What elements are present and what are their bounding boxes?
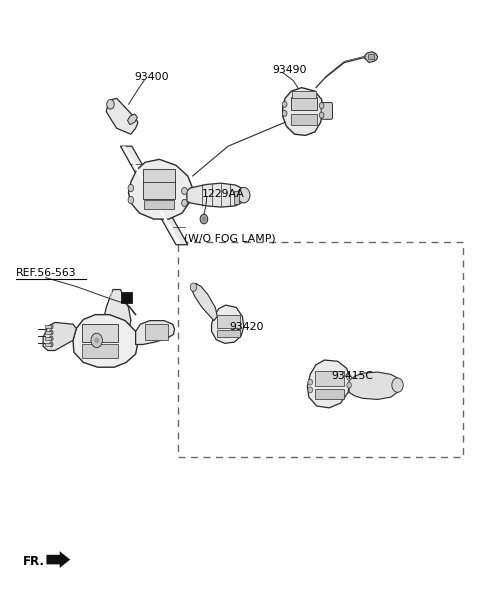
Bar xyxy=(217,315,240,329)
Polygon shape xyxy=(73,315,138,367)
Circle shape xyxy=(282,110,287,116)
Bar xyxy=(145,324,168,339)
Bar xyxy=(121,292,132,303)
Circle shape xyxy=(238,188,250,203)
Bar xyxy=(234,191,239,204)
Bar xyxy=(217,330,240,337)
Circle shape xyxy=(181,188,187,195)
Polygon shape xyxy=(103,289,131,337)
Polygon shape xyxy=(187,183,246,207)
Text: 93415C: 93415C xyxy=(331,371,373,381)
Polygon shape xyxy=(122,146,180,243)
Bar xyxy=(292,91,316,98)
FancyBboxPatch shape xyxy=(321,103,333,119)
Bar xyxy=(83,344,118,358)
Text: 93490: 93490 xyxy=(272,65,307,75)
Text: 93420: 93420 xyxy=(229,321,264,332)
Circle shape xyxy=(392,378,403,393)
Circle shape xyxy=(347,382,351,388)
Bar xyxy=(46,343,51,346)
Polygon shape xyxy=(128,114,137,125)
Bar xyxy=(179,242,463,457)
Text: FR.: FR. xyxy=(23,555,45,568)
Polygon shape xyxy=(307,360,350,408)
Bar xyxy=(315,389,344,399)
Polygon shape xyxy=(136,321,175,344)
Bar xyxy=(368,54,374,59)
Text: 93400: 93400 xyxy=(135,72,169,83)
Polygon shape xyxy=(192,283,217,321)
Polygon shape xyxy=(283,87,323,136)
Text: REF.56-563: REF.56-563 xyxy=(16,268,77,278)
Polygon shape xyxy=(349,372,400,399)
Circle shape xyxy=(95,337,99,343)
Circle shape xyxy=(308,387,312,393)
Polygon shape xyxy=(106,98,138,134)
Circle shape xyxy=(282,101,287,107)
Circle shape xyxy=(49,324,53,329)
Circle shape xyxy=(128,185,134,192)
Circle shape xyxy=(319,112,324,118)
Circle shape xyxy=(128,197,134,204)
Polygon shape xyxy=(129,159,192,219)
Circle shape xyxy=(91,333,102,347)
Circle shape xyxy=(49,330,53,335)
Polygon shape xyxy=(120,146,188,245)
Circle shape xyxy=(308,379,312,385)
Bar xyxy=(143,169,175,182)
Bar xyxy=(144,200,174,209)
Bar xyxy=(46,336,51,340)
Circle shape xyxy=(200,214,208,224)
Bar xyxy=(46,331,51,334)
Text: (W/O FOG LAMP): (W/O FOG LAMP) xyxy=(184,234,276,244)
Bar xyxy=(143,181,175,199)
Circle shape xyxy=(202,216,206,221)
Circle shape xyxy=(49,342,53,347)
Bar xyxy=(83,324,118,342)
Bar xyxy=(291,115,317,125)
Polygon shape xyxy=(47,551,70,568)
Circle shape xyxy=(190,283,197,291)
Polygon shape xyxy=(365,52,378,63)
Circle shape xyxy=(107,99,114,109)
Circle shape xyxy=(181,200,187,206)
Circle shape xyxy=(347,374,351,380)
Polygon shape xyxy=(109,333,137,358)
Bar xyxy=(46,325,51,329)
Bar xyxy=(315,371,344,387)
Text: 1229AA: 1229AA xyxy=(202,189,245,199)
Bar xyxy=(291,97,317,110)
Polygon shape xyxy=(212,305,244,343)
Circle shape xyxy=(319,103,324,109)
Polygon shape xyxy=(43,323,76,350)
Circle shape xyxy=(49,336,53,341)
